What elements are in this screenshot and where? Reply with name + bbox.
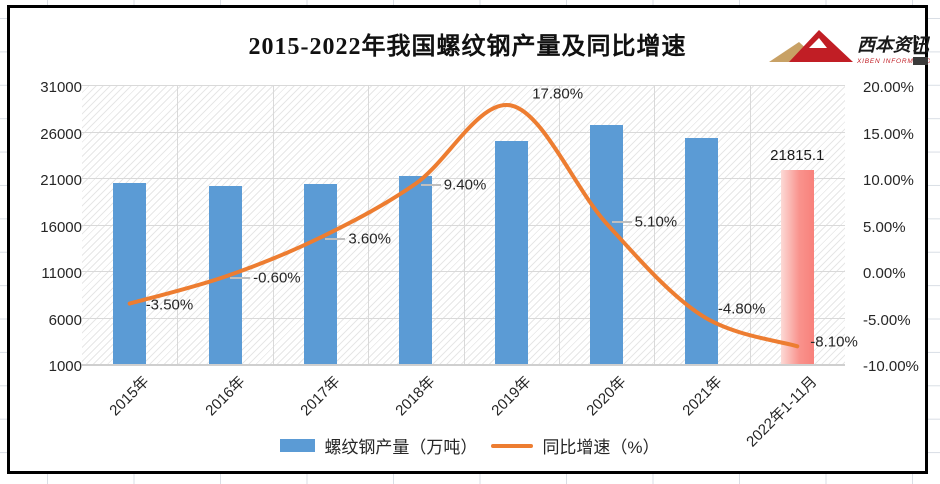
line-data-label: 9.40% xyxy=(443,176,487,194)
line-series-swatch-icon xyxy=(491,443,534,448)
line-data-label: -8.10% xyxy=(810,333,858,351)
right-axis-tick: 5.00% xyxy=(863,218,906,236)
right-axis-tick: -10.00% xyxy=(863,358,919,375)
chart-title: 2015-2022年我国螺纹钢产量及同比增速 xyxy=(248,34,687,60)
logo-cn-text: 西本资讯 xyxy=(857,35,930,55)
bar-1[interactable] xyxy=(208,185,242,364)
legend-item-growth[interactable]: 同比增速（%） xyxy=(491,433,660,458)
legend-label-growth: 同比增速（%） xyxy=(542,438,660,457)
right-axis-tick: 10.00% xyxy=(863,172,914,189)
bar-5[interactable] xyxy=(590,125,624,364)
h-gridline xyxy=(82,364,845,366)
left-axis-tick: 1000 xyxy=(48,358,82,375)
line-data-label: 3.60% xyxy=(348,230,391,247)
bar-6[interactable] xyxy=(685,138,719,364)
plot-area xyxy=(82,85,845,366)
bar-4[interactable] xyxy=(494,140,528,364)
bar-data-label: 21815.1 xyxy=(770,147,825,165)
line-data-label: -0.60% xyxy=(253,269,301,287)
label-leader-line xyxy=(420,183,441,186)
v-gridline xyxy=(273,85,274,364)
bar-series-swatch-icon xyxy=(280,439,316,452)
v-gridline xyxy=(177,85,178,364)
bar-0[interactable] xyxy=(113,182,147,364)
v-gridline xyxy=(368,85,369,364)
right-axis-tick: 0.00% xyxy=(863,265,906,282)
bar-3[interactable] xyxy=(399,176,433,364)
v-gridline xyxy=(750,85,751,364)
v-gridline xyxy=(464,85,465,364)
logo-en-text: XIBEN INFORMATION xyxy=(856,58,930,65)
label-leader-line xyxy=(325,237,346,240)
right-axis-tick: 15.00% xyxy=(863,125,914,143)
xiben-logo: 西本资讯 XIBEN INFORMATION xyxy=(769,30,930,65)
left-axis-tick: 21000 xyxy=(40,172,82,189)
legend-item-production[interactable]: 螺纹钢产量（万吨） xyxy=(280,433,477,458)
h-gridline xyxy=(82,85,845,86)
legend-label-production: 螺纹钢产量（万吨） xyxy=(324,438,478,457)
label-leader-line xyxy=(611,220,632,223)
bar-2[interactable] xyxy=(303,183,337,364)
left-axis-tick: 11000 xyxy=(41,265,82,282)
line-data-label: -4.80% xyxy=(717,300,766,318)
line-data-label: -3.50% xyxy=(145,296,194,314)
left-axis-tick: 16000 xyxy=(40,218,82,236)
legend[interactable]: 螺纹钢产量（万吨） 同比增速（%） xyxy=(0,433,940,458)
v-gridline xyxy=(559,85,560,364)
line-data-label: 5.10% xyxy=(634,213,678,231)
left-axis-tick: 26000 xyxy=(40,125,82,143)
left-axis-tick: 31000 xyxy=(40,79,82,96)
line-data-label: 17.80% xyxy=(532,85,584,102)
left-axis-tick: 6000 xyxy=(48,311,82,329)
label-leader-line xyxy=(230,276,251,279)
right-axis-tick: -5.00% xyxy=(863,311,911,329)
right-axis-tick: 20.00% xyxy=(863,79,914,96)
bar-7[interactable] xyxy=(780,170,814,364)
